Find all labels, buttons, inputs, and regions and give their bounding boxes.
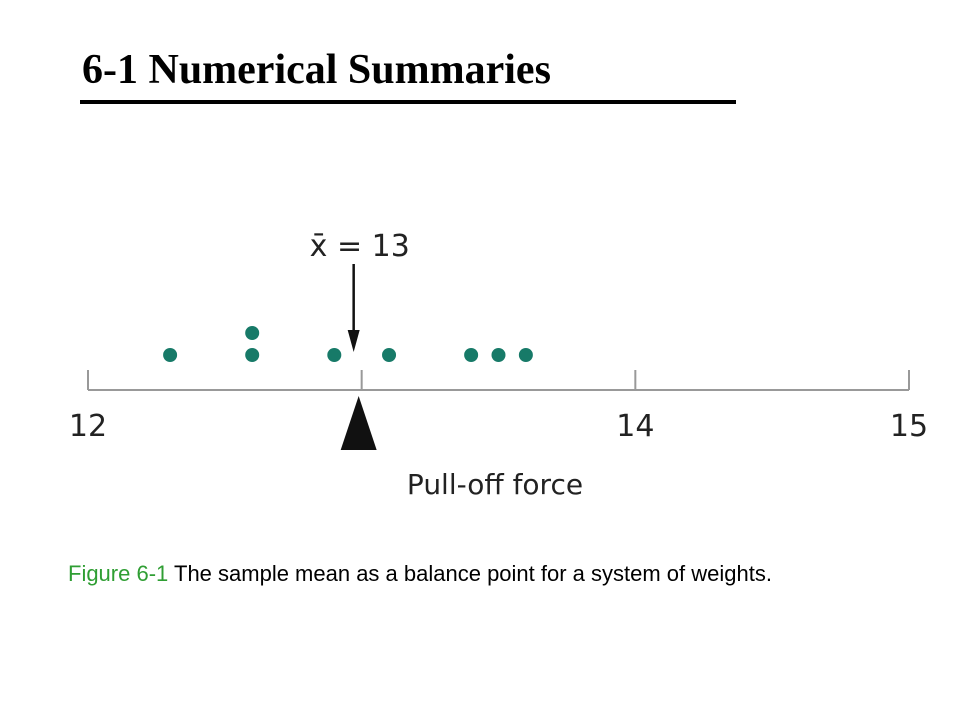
- x-tick-label: 12: [69, 409, 107, 444]
- x-axis-label: Pull-off force: [407, 468, 583, 501]
- data-dot: [491, 348, 506, 362]
- balance-point: [340, 396, 377, 450]
- slide-title: 6-1 Numerical Summaries: [82, 47, 551, 93]
- caption-text: The sample mean as a balance point for a…: [174, 561, 772, 586]
- data-dot: [245, 326, 260, 340]
- title-underline: [80, 100, 736, 104]
- data-dot: [518, 348, 533, 362]
- mean-arrowhead: [347, 330, 360, 352]
- data-dot: [327, 348, 342, 362]
- caption-label: Figure 6-1: [68, 561, 169, 586]
- data-dot: [464, 348, 479, 362]
- caption: Figure 6-1 The sample mean as a balance …: [68, 556, 848, 592]
- data-dot: [163, 348, 178, 362]
- x-tick-label: 15: [890, 409, 928, 444]
- x-tick-label: 14: [616, 409, 654, 444]
- chart: 12 14 15 x̄ = 13 Pull-off force: [69, 229, 928, 501]
- data-dot: [382, 348, 397, 362]
- data-dot: [245, 348, 260, 362]
- mean-label: x̄ = 13: [310, 229, 410, 264]
